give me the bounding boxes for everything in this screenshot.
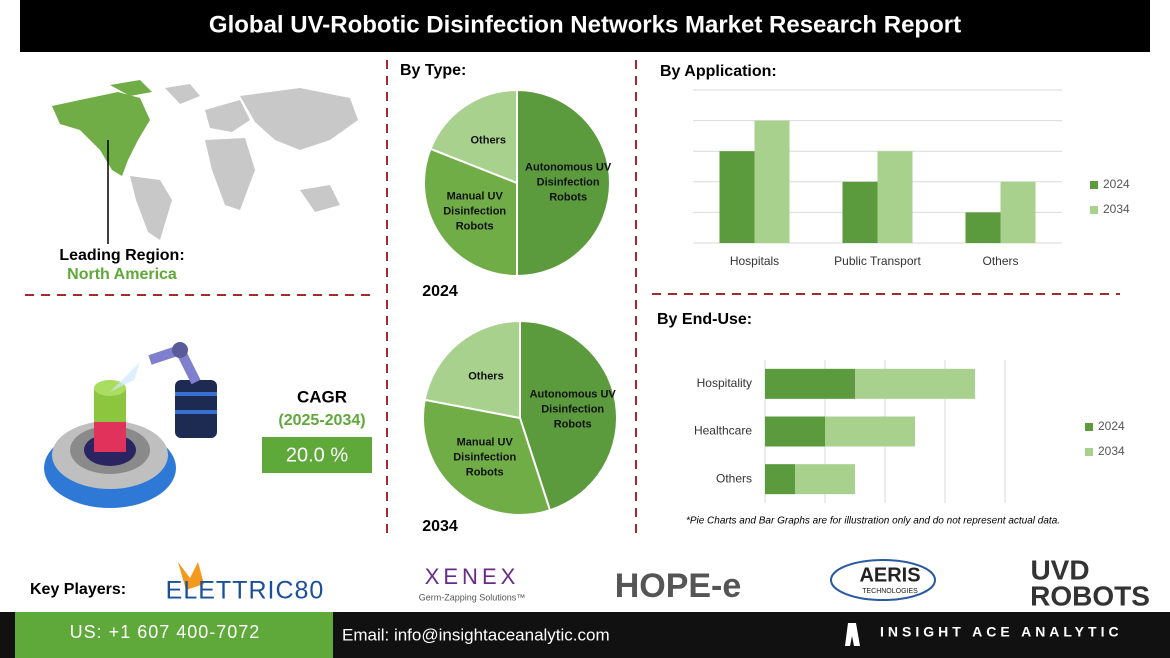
bar	[795, 464, 855, 495]
footer-phone-box	[15, 612, 333, 658]
pie-slice	[429, 88, 518, 185]
logo-xenex-tagline: Germ-Zapping Solutions™	[419, 592, 526, 602]
slice-label: Others	[470, 134, 506, 147]
logo-uvd: UVD	[1030, 554, 1089, 585]
bar	[765, 464, 795, 495]
legend-swatch	[1085, 423, 1093, 431]
y-tick-label: Others	[716, 471, 752, 485]
chart-title: By Application:	[660, 63, 777, 80]
footer-brand: INSIGHT ACE ANALYTIC	[880, 624, 1123, 640]
cagr-period: (2025-2034)	[278, 412, 365, 429]
slice-label: Manual UV Disinfection Robots	[453, 436, 517, 479]
disclaimer: *Pie Charts and Bar Graphs are for illus…	[686, 516, 1060, 527]
logo-hope-e: HOPE-e	[615, 567, 742, 605]
footer-phone: US: +1 607 400-7072	[70, 622, 261, 642]
slice-label: Others	[468, 370, 504, 383]
logo-aeris-sub: TECHNOLOGIES	[862, 588, 918, 595]
cagr-value: 20.0 %	[286, 444, 348, 466]
x-tick-label: Hospitals	[730, 254, 779, 268]
logo-elettric80: ELETTRIC80	[166, 577, 325, 605]
bar	[754, 120, 790, 243]
region-value: North America	[67, 266, 177, 283]
world-map	[52, 80, 358, 240]
page-title: Global UV-Robotic Disinfection Networks …	[209, 11, 961, 38]
logo-aeris: AERIS	[859, 564, 920, 586]
legend-label: 2034	[1103, 202, 1130, 216]
cagr-box	[262, 437, 372, 473]
legend-label: 2024	[1103, 177, 1130, 191]
pie-slice	[423, 147, 518, 278]
pie-year: 2034	[422, 518, 458, 535]
y-tick-label: Hospitality	[697, 376, 752, 390]
legend-swatch	[1090, 181, 1098, 189]
bar	[719, 151, 755, 243]
pie-slice	[519, 319, 618, 512]
x-tick-label: Public Transport	[834, 254, 921, 268]
slice-label: Autonomous UV Disinfection Robots	[529, 388, 616, 431]
bar	[842, 181, 878, 243]
legend-label: 2024	[1098, 419, 1125, 433]
chart-title: By End-Use:	[657, 311, 752, 328]
y-tick-label: Healthcare	[694, 424, 752, 438]
legend-label: 2034	[1098, 444, 1125, 458]
brand-icon	[845, 623, 860, 646]
dividers	[25, 60, 1120, 540]
bar	[765, 368, 855, 399]
pie-slice	[516, 88, 611, 278]
header-bar	[20, 0, 1150, 52]
pie-year: 2024	[422, 283, 458, 300]
bar	[825, 416, 915, 447]
bar	[765, 416, 825, 447]
pie-slice	[423, 319, 521, 420]
legend-swatch	[1085, 448, 1093, 456]
bar	[965, 212, 1001, 243]
bar	[1000, 181, 1036, 243]
robot-illustration	[44, 342, 217, 508]
logo-robots: ROBOTS	[1030, 580, 1150, 611]
footer-email: Email: info@insightaceanalytic.com	[342, 625, 610, 644]
key-players-label: Key Players:	[30, 581, 126, 598]
logo-aeris-swoosh	[830, 559, 936, 601]
chart-title: By Type:	[400, 62, 466, 79]
pie-slice	[422, 398, 552, 516]
slice-label: Manual UV Disinfection Robots	[443, 190, 507, 233]
cagr-label: CAGR	[297, 387, 347, 406]
logo-xenex: XENEX	[425, 564, 520, 589]
x-tick-label: Others	[982, 254, 1018, 268]
legend-swatch	[1090, 206, 1098, 214]
bar	[855, 368, 975, 399]
region-label: Leading Region:	[59, 247, 184, 264]
bar	[877, 151, 913, 243]
logo-flame	[178, 562, 204, 590]
slice-label: Autonomous UV Disinfection Robots	[525, 161, 612, 204]
